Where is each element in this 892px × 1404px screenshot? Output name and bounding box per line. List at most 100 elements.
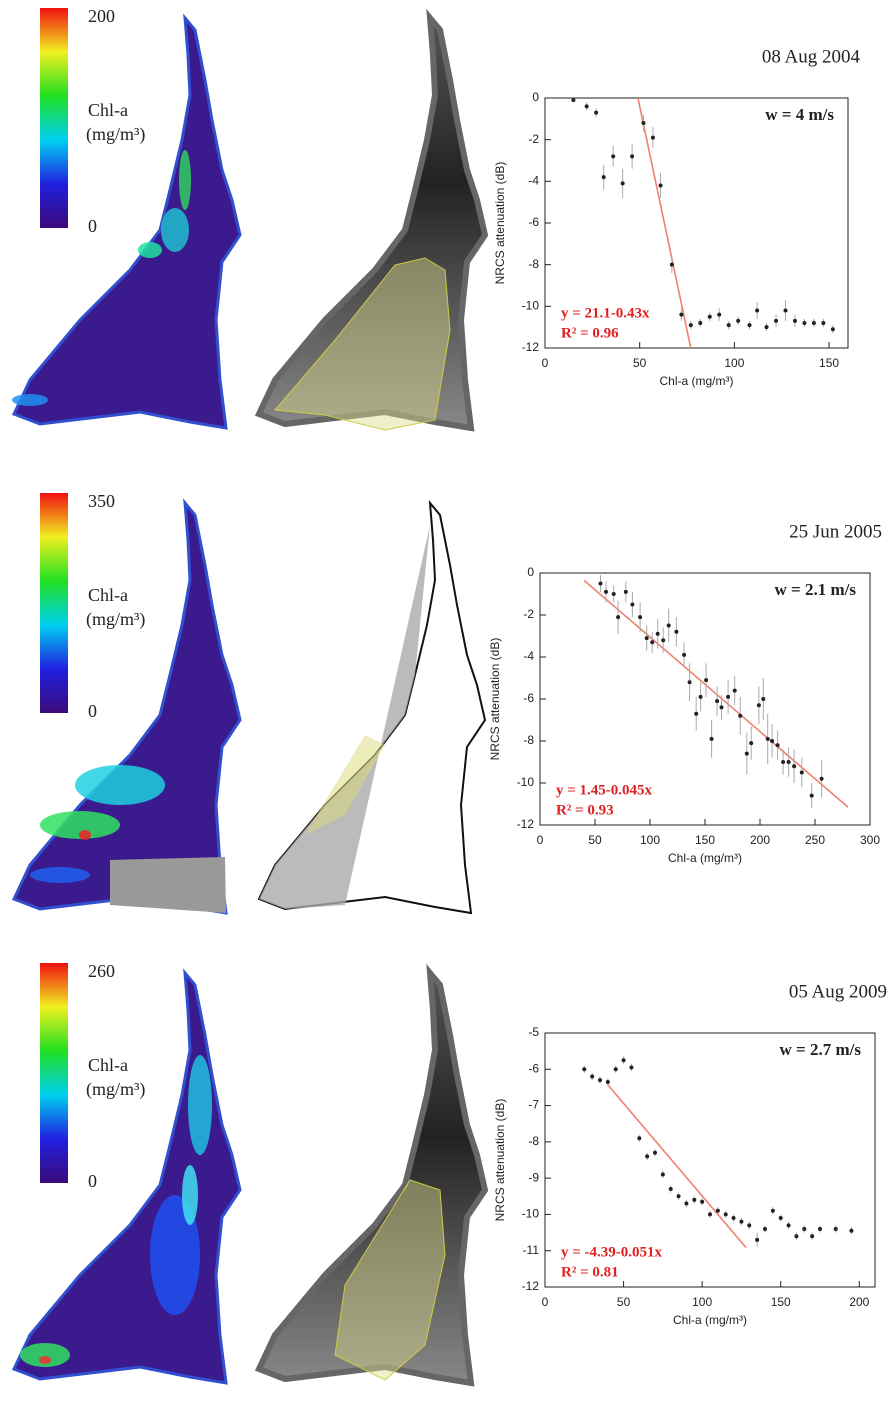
- data-point: [770, 1208, 775, 1213]
- data-point: [674, 629, 679, 634]
- chl-patch: [30, 867, 90, 883]
- y-tick-label: -8: [528, 257, 539, 271]
- y-tick-label: 0: [527, 565, 534, 579]
- data-point: [774, 318, 779, 323]
- data-point: [764, 325, 769, 330]
- data-point: [704, 678, 709, 683]
- data-point: [605, 1079, 610, 1084]
- data-point: [666, 623, 671, 628]
- data-point: [641, 121, 646, 125]
- data-point: [692, 1197, 697, 1202]
- wind-label: w = 4 m/s: [765, 105, 834, 124]
- y-axis-label: NRCS attenuation (dB): [493, 162, 507, 285]
- data-point: [749, 741, 754, 746]
- lake-sar: [254, 8, 489, 432]
- data-point: [747, 323, 752, 328]
- data-point: [739, 1219, 744, 1224]
- data-point: [809, 793, 814, 798]
- data-point: [598, 1078, 602, 1083]
- chart-title: 08 Aug 2004: [762, 46, 861, 67]
- y-tick-label: -2: [528, 132, 539, 146]
- data-point: [833, 1226, 838, 1231]
- data-point: [849, 1228, 854, 1233]
- x-tick-label: 0: [537, 833, 544, 847]
- data-point: [736, 318, 741, 323]
- colorbar-unit: (mg/m³): [86, 1079, 145, 1100]
- sar-map: [257, 499, 487, 915]
- slick-area: [273, 257, 451, 431]
- chart-title: 05 Aug 2009: [789, 981, 887, 1002]
- x-tick-label: 50: [633, 356, 647, 370]
- x-tick-label: 100: [724, 356, 744, 370]
- data-point: [630, 602, 635, 607]
- data-point: [811, 321, 816, 325]
- data-point: [738, 713, 743, 718]
- chl-patch: [150, 1195, 200, 1315]
- data-point: [611, 592, 616, 596]
- data-point: [763, 1226, 767, 1231]
- data-point: [644, 636, 649, 641]
- x-tick-label: 150: [771, 1295, 791, 1309]
- data-point: [707, 314, 712, 319]
- slick-area: [334, 1179, 446, 1381]
- data-point: [688, 323, 693, 328]
- x-axis-label: Chl-a (mg/m³): [673, 1313, 747, 1327]
- data-point: [781, 760, 786, 764]
- fit-line: [583, 579, 849, 808]
- data-point: [783, 308, 788, 313]
- data-point: [821, 321, 826, 325]
- data-point: [708, 1212, 712, 1217]
- data-point: [653, 1150, 657, 1155]
- chl-patch: [12, 394, 48, 406]
- data-point: [786, 760, 791, 764]
- data-point: [715, 1208, 720, 1213]
- fit-r2: R² = 0.81: [561, 1264, 619, 1280]
- data-point: [761, 697, 766, 701]
- data-point: [709, 736, 714, 741]
- data-point: [613, 1067, 618, 1072]
- y-tick-label: -6: [523, 691, 534, 705]
- data-point: [629, 1065, 634, 1070]
- y-tick-label: -10: [517, 775, 535, 789]
- y-tick-label: -12: [522, 1279, 540, 1293]
- data-point: [731, 1216, 736, 1221]
- data-point: [684, 1201, 689, 1206]
- x-tick-label: 200: [750, 833, 770, 847]
- data-point: [698, 694, 703, 699]
- wind-label: w = 2.1 m/s: [775, 580, 857, 599]
- data-point: [621, 1058, 626, 1063]
- data-point: [818, 1226, 822, 1231]
- colorbar-unit: (mg/m³): [86, 124, 145, 145]
- data-point: [645, 1154, 650, 1159]
- y-tick-label: -4: [528, 174, 539, 188]
- colorbar: [40, 963, 68, 1183]
- plot-frame: [544, 1032, 876, 1288]
- data-point: [794, 1234, 799, 1239]
- fit-equation: y = -4.39-0.051x: [561, 1244, 663, 1260]
- x-axis-label: Chl-a (mg/m³): [660, 374, 734, 388]
- x-axis-label: Chl-a (mg/m³): [668, 851, 742, 865]
- x-tick-label: 300: [860, 833, 880, 847]
- data-point: [726, 323, 731, 328]
- y-tick-label: -2: [523, 607, 534, 621]
- data-point: [810, 1234, 815, 1239]
- x-tick-label: 150: [695, 833, 715, 847]
- data-point: [669, 262, 674, 267]
- colorbar-min: 0: [88, 216, 97, 236]
- y-tick-label: -5: [528, 1025, 539, 1039]
- data-point: [601, 175, 606, 180]
- data-point: [668, 1187, 673, 1192]
- data-point: [630, 154, 635, 159]
- x-tick-label: 0: [542, 1295, 549, 1309]
- x-tick-label: 100: [640, 833, 660, 847]
- data-point: [658, 183, 663, 188]
- fit-r2: R² = 0.93: [556, 802, 614, 818]
- data-point: [830, 327, 835, 332]
- data-point: [616, 615, 621, 620]
- y-axis-label: NRCS attenuation (dB): [493, 1099, 507, 1222]
- chl-patch: [182, 1165, 198, 1225]
- colorbar: [40, 8, 68, 228]
- chl-map: [11, 968, 242, 1385]
